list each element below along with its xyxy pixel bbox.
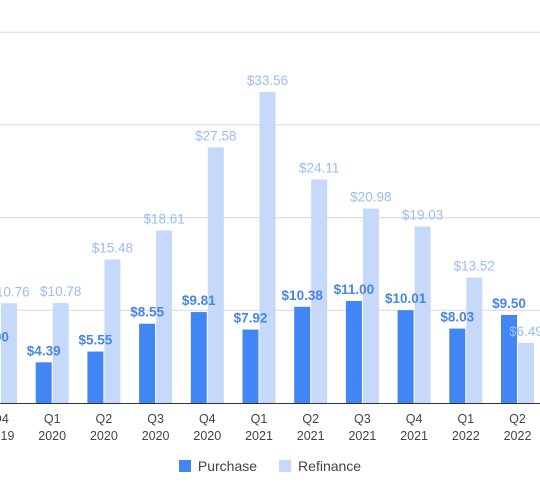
bar-purchase-7[interactable] bbox=[345, 301, 362, 403]
bar-refinance-7[interactable] bbox=[362, 208, 379, 403]
bar-purchase-4[interactable] bbox=[190, 312, 207, 403]
bar-purchase-8[interactable] bbox=[397, 310, 414, 403]
bar-purchase-3[interactable] bbox=[139, 323, 156, 403]
label-purchase-7: $11.00 bbox=[334, 282, 375, 297]
label-purchase-6: $10.38 bbox=[282, 288, 324, 303]
legend-swatch-refinance bbox=[279, 460, 292, 472]
bar-refinance-10[interactable] bbox=[518, 342, 534, 403]
bar-purchase-10[interactable] bbox=[501, 314, 517, 403]
tick-quarter-3: Q3 bbox=[147, 412, 164, 426]
label-purchase-3: $8.55 bbox=[130, 305, 164, 320]
tick-quarter-10: Q2 bbox=[509, 412, 526, 426]
label-refinance-0: $10.76 bbox=[0, 284, 30, 299]
legend-label-purchase: Purchase bbox=[197, 458, 258, 474]
legend-item-refinance[interactable]: Refinance bbox=[279, 458, 361, 474]
label-purchase-10: $9.50 bbox=[492, 296, 526, 311]
label-purchase-0: $5.90 bbox=[0, 329, 9, 344]
tick-year-3: 2020 bbox=[142, 429, 170, 443]
bar-refinance-8[interactable] bbox=[414, 226, 431, 403]
bar-refinance-1[interactable] bbox=[52, 303, 69, 403]
bar-purchase-1[interactable] bbox=[35, 362, 52, 403]
label-refinance-8: $19.03 bbox=[402, 208, 443, 223]
label-refinance-5: $33.56 bbox=[247, 73, 288, 88]
tick-year-1: 2020 bbox=[38, 429, 66, 443]
label-refinance-1: $10.78 bbox=[40, 284, 81, 299]
value-labels: $5.90 $10.76 $4.39 $10.78 $5.55 $15.48 $8.55 $1… bbox=[0, 73, 540, 358]
legend-label-refinance: Refinance bbox=[298, 458, 362, 474]
label-refinance-2: $15.48 bbox=[92, 241, 133, 256]
tick-year-10: 2022 bbox=[504, 429, 532, 443]
bar-refinance-4[interactable] bbox=[207, 147, 224, 403]
tick-quarter-7: Q3 bbox=[354, 412, 371, 426]
label-purchase-9: $8.03 bbox=[440, 310, 474, 325]
label-refinance-10: $6.49 bbox=[509, 324, 540, 339]
bar-refinance-5[interactable] bbox=[259, 91, 276, 403]
tick-quarter-6: Q2 bbox=[302, 412, 319, 426]
bar-purchase-9[interactable] bbox=[449, 328, 466, 403]
bar-purchase-6[interactable] bbox=[294, 306, 311, 403]
tick-quarter-9: Q1 bbox=[457, 412, 474, 426]
legend: Purchase Refinance bbox=[0, 456, 540, 476]
label-purchase-5: $7.92 bbox=[234, 311, 268, 326]
label-purchase-4: $9.81 bbox=[182, 293, 216, 308]
label-purchase-2: $5.55 bbox=[79, 333, 113, 348]
bar-purchase-5[interactable] bbox=[242, 329, 259, 403]
label-refinance-9: $13.52 bbox=[454, 259, 495, 274]
bar-refinance-9[interactable] bbox=[466, 277, 483, 403]
bar-refinance-2[interactable] bbox=[104, 259, 121, 403]
tick-quarter-0: Q4 bbox=[0, 412, 9, 426]
tick-quarter-2: Q2 bbox=[96, 412, 113, 426]
tick-year-4: 2020 bbox=[193, 429, 221, 443]
tick-year-2: 2020 bbox=[90, 429, 118, 443]
label-refinance-6: $24.11 bbox=[299, 161, 339, 176]
tick-year-8: 2021 bbox=[400, 429, 428, 443]
tick-year-9: 2022 bbox=[452, 429, 480, 443]
label-purchase-8: $10.01 bbox=[385, 291, 427, 306]
tick-year-6: 2021 bbox=[297, 429, 325, 443]
tick-year-0: 2019 bbox=[0, 429, 14, 443]
legend-swatch-purchase bbox=[178, 460, 191, 472]
label-refinance-4: $27.58 bbox=[195, 128, 236, 143]
bar-refinance-3[interactable] bbox=[156, 230, 173, 403]
tick-quarter-5: Q1 bbox=[251, 412, 268, 426]
bars bbox=[1, 91, 534, 403]
label-purchase-1: $4.39 bbox=[27, 343, 61, 358]
label-refinance-3: $18.61 bbox=[143, 211, 184, 226]
tick-quarter-8: Q4 bbox=[406, 412, 423, 426]
tick-quarter-4: Q4 bbox=[199, 412, 216, 426]
tick-year-5: 2021 bbox=[245, 429, 273, 443]
bar-refinance-6[interactable] bbox=[311, 179, 328, 403]
x-tick-labels: Q4 2019 Q1 2020 Q2 2020 Q3 2020 Q4 2020 Q1 2021 Q2 20… bbox=[0, 412, 531, 443]
tick-year-7: 2021 bbox=[348, 429, 376, 443]
bar-purchase-2[interactable] bbox=[87, 351, 104, 403]
legend-item-purchase[interactable]: Purchase bbox=[178, 458, 258, 474]
bar-refinance-0[interactable] bbox=[1, 303, 17, 403]
tick-quarter-1: Q1 bbox=[44, 412, 61, 426]
label-refinance-7: $20.98 bbox=[350, 190, 391, 205]
